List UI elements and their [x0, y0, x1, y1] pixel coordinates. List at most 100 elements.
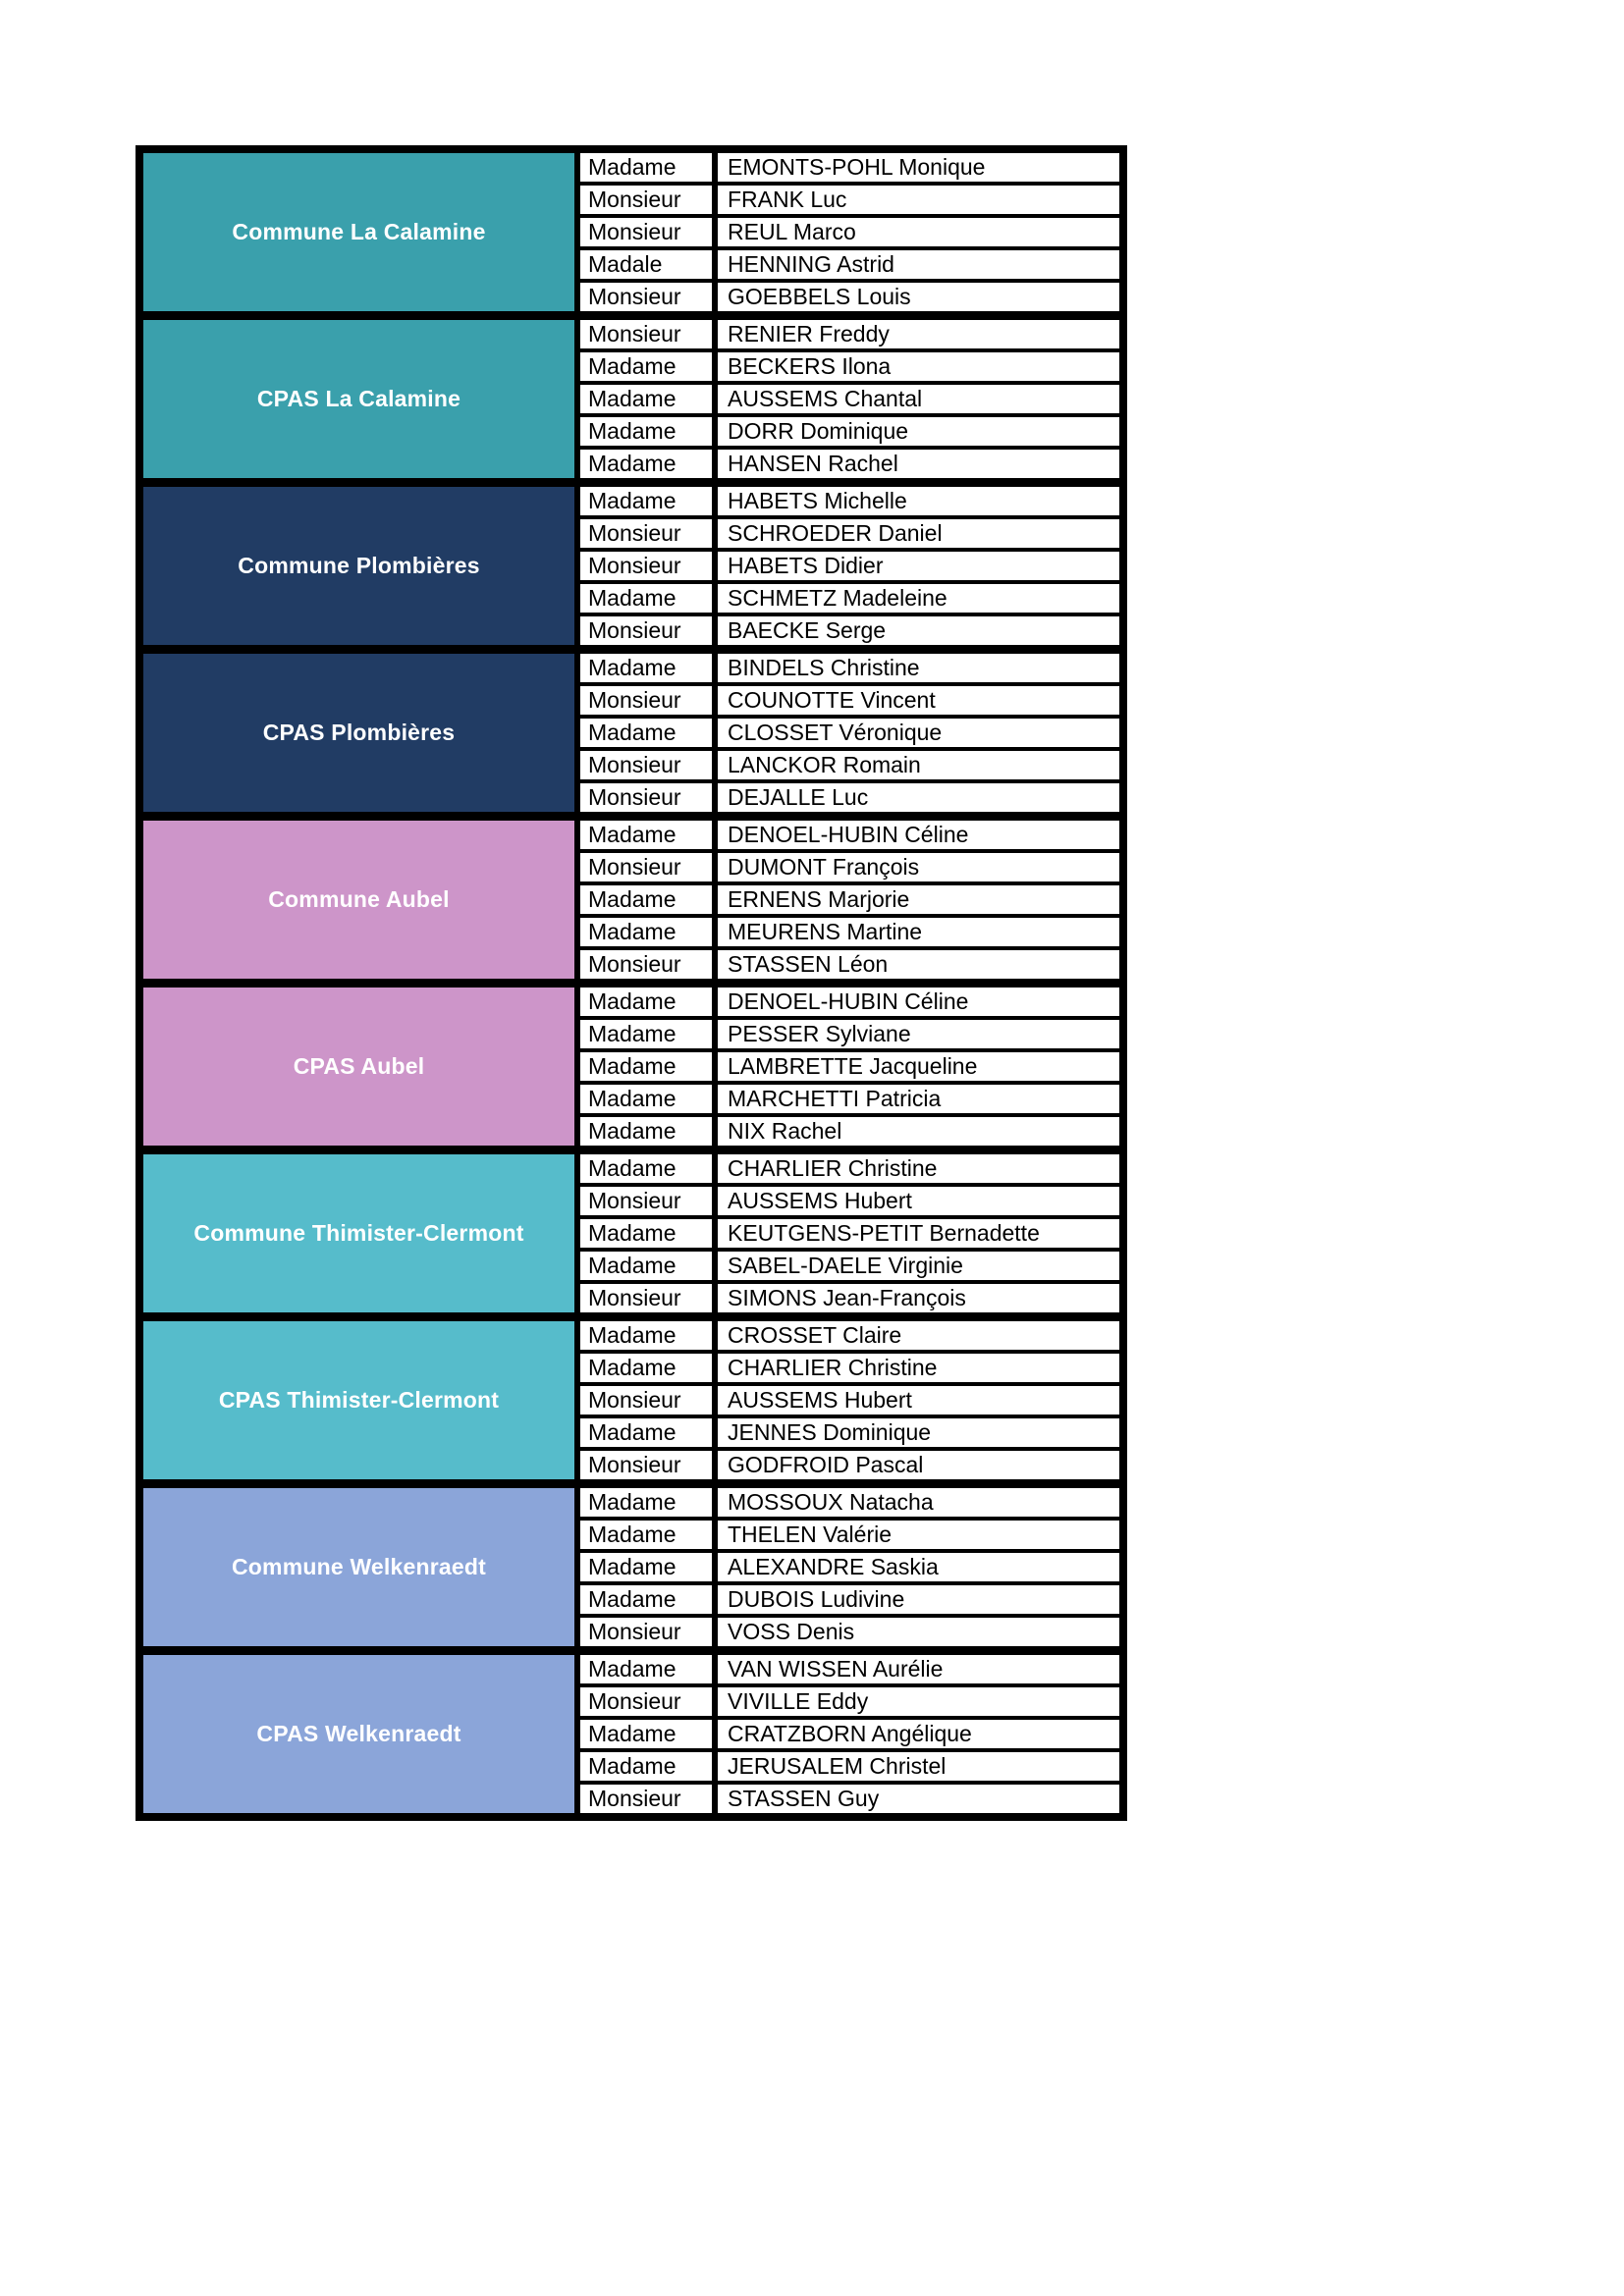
civility-cell: Madame [580, 1488, 712, 1517]
group-label: CPAS Welkenraedt [143, 1655, 574, 1813]
name-cell: BECKERS Ilona [718, 352, 1119, 381]
name-cell: SABEL-DAELE Virginie [718, 1252, 1119, 1280]
municipality-group: Commune Aubel Madame DENOEL-HUBIN Céline M… [143, 821, 1119, 979]
civility-cell: Madame [580, 1085, 712, 1113]
name-cell: NIX Rachel [718, 1117, 1119, 1146]
civility-cell: Monsieur [580, 1687, 712, 1716]
civility-cell: Monsieur [580, 1451, 712, 1479]
name-cell: CHARLIER Christine [718, 1154, 1119, 1183]
name-cell: KEUTGENS-PETIT Bernadette [718, 1219, 1119, 1248]
group-label: Commune Thimister-Clermont [143, 1154, 574, 1312]
civility-cell: Monsieur [580, 218, 712, 246]
civility-cell: Madame [580, 918, 712, 946]
civility-cell: Madame [580, 1219, 712, 1248]
name-cell: DUMONT François [718, 853, 1119, 881]
civility-cell: Monsieur [580, 1284, 712, 1312]
name-cell: VOSS Denis [718, 1618, 1119, 1646]
name-cell: MARCHETTI Patricia [718, 1085, 1119, 1113]
civility-cell: Madame [580, 1418, 712, 1447]
name-cell: MOSSOUX Natacha [718, 1488, 1119, 1517]
civility-cell: Madame [580, 719, 712, 747]
name-cell: RENIER Freddy [718, 320, 1119, 348]
civility-cell: Madale [580, 250, 712, 279]
civility-cell: Madame [580, 1020, 712, 1048]
name-cell: CROSSET Claire [718, 1321, 1119, 1350]
civility-cell: Madame [580, 450, 712, 478]
group-label: Commune Aubel [143, 821, 574, 979]
name-cell: CHARLIER Christine [718, 1354, 1119, 1382]
civility-cell: Monsieur [580, 552, 712, 580]
civility-cell: Madame [580, 654, 712, 682]
civility-cell: Madame [580, 1553, 712, 1581]
name-cell: SCHROEDER Daniel [718, 519, 1119, 548]
name-cell: HENNING Astrid [718, 250, 1119, 279]
name-cell: EMONTS-POHL Monique [718, 153, 1119, 182]
name-cell: DEJALLE Luc [718, 783, 1119, 812]
group-label: CPAS La Calamine [143, 320, 574, 478]
name-cell: JERUSALEM Christel [718, 1752, 1119, 1781]
name-cell: STASSEN Léon [718, 950, 1119, 979]
civility-cell: Madame [580, 885, 712, 914]
name-cell: THELEN Valérie [718, 1521, 1119, 1549]
civility-cell: Monsieur [580, 686, 712, 715]
name-cell: DORR Dominique [718, 417, 1119, 446]
civility-cell: Madame [580, 988, 712, 1016]
name-cell: AUSSEMS Hubert [718, 1386, 1119, 1415]
name-cell: STASSEN Guy [718, 1785, 1119, 1813]
municipality-group: Commune Plombières Madame HABETS Michelle… [143, 487, 1119, 645]
civility-cell: Monsieur [580, 853, 712, 881]
municipality-group: CPAS Thimister-Clermont Madame CROSSET Cl… [143, 1321, 1119, 1479]
civility-cell: Madame [580, 1117, 712, 1146]
name-cell: ALEXANDRE Saskia [718, 1553, 1119, 1581]
municipality-group: Commune La Calamine Madame EMONTS-POHL Mo… [143, 153, 1119, 311]
civility-cell: Madame [580, 1154, 712, 1183]
name-cell: LAMBRETTE Jacqueline [718, 1052, 1119, 1081]
civility-cell: Madame [580, 1321, 712, 1350]
name-cell: DUBOIS Ludivine [718, 1585, 1119, 1614]
civility-cell: Monsieur [580, 320, 712, 348]
name-cell: CRATZBORN Angélique [718, 1720, 1119, 1748]
name-cell: SCHMETZ Madeleine [718, 584, 1119, 613]
group-label: CPAS Aubel [143, 988, 574, 1146]
civility-cell: Monsieur [580, 783, 712, 812]
name-cell: AUSSEMS Chantal [718, 385, 1119, 413]
civility-cell: Madame [580, 1252, 712, 1280]
civility-cell: Madame [580, 352, 712, 381]
civility-cell: Monsieur [580, 751, 712, 779]
name-cell: HANSEN Rachel [718, 450, 1119, 478]
group-label: Commune Plombières [143, 487, 574, 645]
civility-cell: Madame [580, 1521, 712, 1549]
name-cell: VIVILLE Eddy [718, 1687, 1119, 1716]
name-cell: COUNOTTE Vincent [718, 686, 1119, 715]
civility-cell: Monsieur [580, 950, 712, 979]
name-cell: JENNES Dominique [718, 1418, 1119, 1447]
civility-cell: Monsieur [580, 1187, 712, 1215]
municipality-group: CPAS Aubel Madame DENOEL-HUBIN Céline Mada… [143, 988, 1119, 1146]
municipality-group: CPAS Welkenraedt Madame VAN WISSEN Auréli… [143, 1655, 1119, 1813]
name-cell: AUSSEMS Hubert [718, 1187, 1119, 1215]
civility-cell: Madame [580, 1655, 712, 1683]
civility-cell: Monsieur [580, 616, 712, 645]
contacts-table: Commune La Calamine Madame EMONTS-POHL Mo… [135, 145, 1127, 1821]
name-cell: FRANK Luc [718, 186, 1119, 214]
name-cell: ERNENS Marjorie [718, 885, 1119, 914]
name-cell: REUL Marco [718, 218, 1119, 246]
name-cell: SIMONS Jean-François [718, 1284, 1119, 1312]
civility-cell: Madame [580, 385, 712, 413]
name-cell: LANCKOR Romain [718, 751, 1119, 779]
civility-cell: Monsieur [580, 186, 712, 214]
civility-cell: Madame [580, 821, 712, 849]
name-cell: DENOEL-HUBIN Céline [718, 821, 1119, 849]
municipality-group: Commune Welkenraedt Madame MOSSOUX Natach… [143, 1488, 1119, 1646]
name-cell: GODFROID Pascal [718, 1451, 1119, 1479]
civility-cell: Madame [580, 1585, 712, 1614]
name-cell: DENOEL-HUBIN Céline [718, 988, 1119, 1016]
name-cell: HABETS Didier [718, 552, 1119, 580]
name-cell: CLOSSET Véronique [718, 719, 1119, 747]
name-cell: BINDELS Christine [718, 654, 1119, 682]
name-cell: MEURENS Martine [718, 918, 1119, 946]
name-cell: PESSER Sylviane [718, 1020, 1119, 1048]
civility-cell: Monsieur [580, 1386, 712, 1415]
civility-cell: Madame [580, 1354, 712, 1382]
